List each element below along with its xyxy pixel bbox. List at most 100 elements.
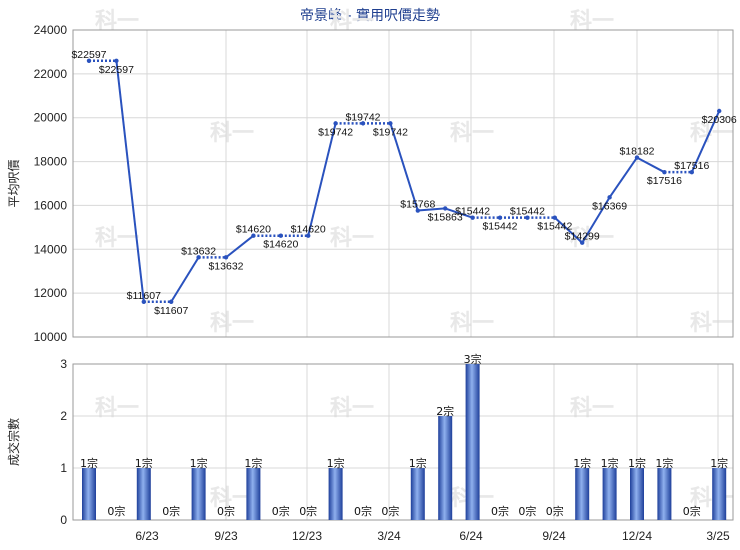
transaction-bar: [657, 468, 672, 520]
price-point-label: $17516: [674, 160, 709, 172]
bar-y-axis-label: 成交宗數: [6, 418, 21, 466]
price-point: [525, 215, 530, 220]
watermark-text: 科一: [95, 226, 139, 251]
transaction-bar: [410, 468, 425, 520]
price-line-segment: [170, 256, 200, 303]
transaction-bar: [191, 468, 206, 520]
watermark-text: 科一: [450, 121, 494, 146]
line-y-tick-label: 12000: [34, 286, 68, 300]
price-point-label: $11607: [154, 305, 188, 317]
price-point: [388, 121, 393, 126]
line-y-tick-label: 10000: [34, 330, 68, 344]
price-point-label: $20306: [702, 114, 737, 126]
price-point-label: $11607: [127, 290, 161, 302]
price-point: [278, 233, 283, 238]
transaction-bar-label: 1宗: [710, 456, 728, 470]
price-point: [169, 299, 174, 304]
price-line-segment: [225, 234, 255, 259]
watermark-text: 科一: [450, 311, 494, 336]
price-line-segment: [690, 110, 721, 173]
price-point-label: $14620: [291, 224, 326, 236]
transaction-bar-label: 0宗: [107, 504, 125, 518]
price-line-segment: [636, 156, 665, 174]
price-point: [333, 121, 338, 126]
price-point-label: $15863: [428, 211, 463, 223]
price-line-segment: [608, 157, 638, 198]
price-point-label: $15768: [400, 199, 435, 211]
price-point-label: $19742: [318, 126, 353, 138]
price-point: [360, 121, 366, 126]
transaction-bar-label: 0宗: [683, 504, 701, 518]
x-tick-label: 12/23: [292, 529, 322, 543]
watermark-text: 科一: [210, 311, 254, 336]
transaction-bar: [575, 468, 590, 520]
price-line-segment: [307, 123, 337, 236]
price-point: [580, 240, 585, 245]
price-point-label: $13632: [181, 245, 216, 257]
transaction-bar-label: 1宗: [135, 456, 153, 470]
transaction-bar: [328, 468, 343, 520]
transaction-bar-label: 0宗: [299, 504, 317, 518]
price-point: [689, 169, 694, 175]
transaction-bar-label: 0宗: [272, 504, 290, 518]
price-point-label: $14299: [565, 231, 600, 243]
watermark-text: 科一: [570, 396, 614, 421]
transaction-bar-label: 0宗: [217, 504, 235, 518]
bar-y-tick-label: 0: [60, 513, 67, 527]
line-y-tick-label: 20000: [34, 111, 68, 125]
x-tick-label: 12/24: [622, 529, 652, 543]
watermark-text: 科一: [690, 311, 734, 336]
transaction-bar-label: 0宗: [354, 504, 372, 518]
x-tick-label: 3/25: [706, 529, 730, 543]
price-point-label: $19742: [373, 126, 408, 138]
transaction-bar: [602, 468, 617, 520]
price-point-label: $16369: [592, 200, 627, 212]
price-point-label: $15442: [510, 206, 545, 218]
price-point: [86, 58, 92, 63]
price-line-segment: [115, 60, 145, 302]
price-point: [415, 208, 420, 213]
transaction-bar: [630, 468, 644, 520]
transaction-bar-label: 1宗: [655, 456, 673, 470]
transaction-bar-label: 1宗: [409, 456, 427, 470]
price-point: [607, 195, 612, 200]
price-point-label: $13632: [208, 260, 243, 272]
watermark-text: 科一: [210, 121, 254, 146]
watermark-text: 科一: [330, 396, 374, 421]
price-point: [306, 233, 311, 238]
x-tick-label: 3/24: [377, 529, 401, 543]
transaction-bar-label: 0宗: [546, 504, 564, 518]
price-point-label: $17516: [647, 175, 682, 187]
price-point-label: $15442: [537, 221, 572, 233]
transaction-bar-label: 1宗: [327, 456, 345, 470]
price-point-label: $14620: [263, 239, 298, 251]
transaction-bar-label: 1宗: [244, 456, 262, 470]
transaction-bar: [438, 416, 453, 520]
price-point: [223, 255, 229, 260]
transaction-bar: [82, 468, 96, 520]
transaction-bar-label: 1宗: [601, 456, 619, 470]
transaction-bar-label: 1宗: [573, 456, 591, 470]
transaction-bar-label: 3宗: [464, 352, 482, 366]
price-point: [251, 233, 256, 238]
price-point-label: $15442: [482, 221, 517, 233]
price-line-segment: [581, 196, 611, 244]
transaction-bar-label: 0宗: [381, 504, 399, 518]
price-point: [470, 215, 475, 220]
transaction-bar: [712, 468, 727, 520]
price-point-label: $15442: [455, 206, 490, 218]
transaction-bar: [136, 468, 151, 520]
price-point: [634, 155, 640, 160]
watermark-text: 科一: [95, 396, 139, 421]
line-y-tick-label: 22000: [34, 67, 68, 81]
line-y-tick-label: 14000: [34, 242, 68, 256]
bar-y-tick-label: 1: [60, 461, 67, 475]
line-plot-frame: [72, 29, 734, 338]
transaction-bar-label: 2宗: [436, 404, 454, 418]
price-point: [196, 255, 201, 260]
price-point: [141, 299, 146, 304]
price-point-label: $22597: [71, 49, 106, 61]
price-point: [114, 58, 119, 63]
